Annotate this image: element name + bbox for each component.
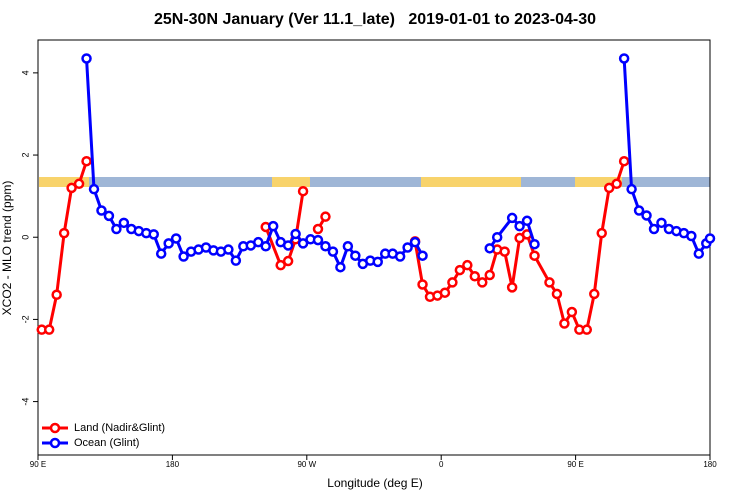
data-point (693, 248, 705, 259)
data-point (686, 230, 697, 242)
y-tick-label: -2 (20, 315, 30, 323)
data-point (514, 220, 525, 232)
y-axis-label: XCO2 - MLO trend (ppm) (0, 181, 14, 316)
data-point (297, 238, 309, 249)
data-point (704, 233, 716, 244)
data-point (618, 53, 630, 64)
data-point (521, 215, 533, 227)
data-point (253, 236, 264, 248)
legend-marker (49, 437, 61, 449)
data-point (454, 264, 466, 276)
data-point (170, 233, 182, 244)
data-point (327, 246, 339, 257)
data-point (73, 178, 85, 190)
data-point (342, 241, 354, 252)
data-point (618, 155, 630, 167)
data-point (43, 324, 55, 335)
data-point (477, 277, 488, 288)
data-point (566, 306, 578, 318)
data-point (596, 227, 607, 239)
data-point (402, 242, 413, 253)
data-point (484, 243, 495, 254)
data-point (648, 223, 660, 235)
data-point (589, 288, 600, 300)
data-point (260, 241, 271, 252)
data-point (267, 220, 279, 232)
x-tick-label: 90 E (567, 460, 583, 469)
data-point (320, 211, 331, 222)
land-ocean-strip (39, 177, 710, 187)
data-point (335, 261, 346, 273)
data-point (96, 205, 107, 216)
x-tick-label: 180 (703, 460, 717, 469)
legend-label: Land (Nadir&Glint) (74, 422, 165, 434)
data-point (656, 217, 667, 229)
data-point (506, 212, 518, 224)
data-point (559, 318, 570, 329)
data-point (275, 259, 286, 271)
y-tick-label: -4 (20, 398, 30, 406)
data-point (506, 282, 518, 293)
data-point (148, 229, 159, 240)
data-point (350, 250, 361, 261)
data-point (297, 185, 309, 197)
data-point (529, 238, 540, 250)
plot-frame (37, 39, 711, 456)
x-tick-label: 180 (166, 460, 180, 469)
legend-label: Ocean (Glint) (74, 437, 139, 449)
data-point (312, 223, 324, 235)
data-point (111, 223, 122, 235)
data-point (178, 251, 189, 262)
legend-marker (49, 422, 61, 434)
data-point (88, 183, 100, 195)
data-point (551, 288, 563, 300)
data-point (633, 205, 645, 216)
data-point (66, 182, 77, 194)
data-point (320, 241, 331, 252)
y-tick-label: 4 (20, 70, 30, 75)
data-point (581, 324, 593, 335)
data-point (372, 256, 383, 268)
data-point (51, 289, 62, 301)
x-axis-label: Longitude (deg E) (327, 476, 422, 490)
data-point (282, 240, 294, 251)
data-point (223, 244, 234, 255)
data-point (394, 251, 406, 262)
data-point (626, 183, 637, 195)
data-point (469, 271, 481, 282)
data-point (462, 259, 473, 271)
data-point (118, 217, 130, 229)
data-point (290, 228, 301, 240)
data-point (103, 210, 115, 222)
x-tick-label: 0 (439, 460, 444, 469)
data-point (417, 250, 428, 261)
data-point (611, 178, 622, 190)
data-point (230, 255, 242, 266)
data-point (163, 238, 174, 249)
legend: Land (Nadir&Glint) Ocean (Glint) (42, 422, 165, 449)
data-point (155, 248, 167, 259)
data-point (544, 277, 555, 288)
data-point (282, 255, 294, 267)
chart-title: 25N-30N January (Ver 11.1_late) 2019-01-… (154, 11, 596, 28)
data-point (439, 287, 451, 298)
data-point (312, 234, 324, 246)
data-point (417, 279, 428, 290)
data-point (58, 227, 70, 239)
data-point (447, 277, 458, 288)
data-point (484, 269, 495, 281)
data-point (603, 182, 615, 194)
x-tick-label: 90 E (30, 460, 46, 469)
y-tick-label: 0 (20, 235, 30, 240)
data-point (81, 155, 92, 167)
data-point (641, 210, 652, 221)
x-tick-label: 90 W (297, 460, 316, 469)
data-point (529, 250, 540, 261)
data-point (499, 246, 510, 257)
data-point (491, 231, 503, 243)
y-tick-label: 2 (20, 153, 30, 158)
data-point (81, 53, 92, 64)
data-point (409, 236, 421, 248)
